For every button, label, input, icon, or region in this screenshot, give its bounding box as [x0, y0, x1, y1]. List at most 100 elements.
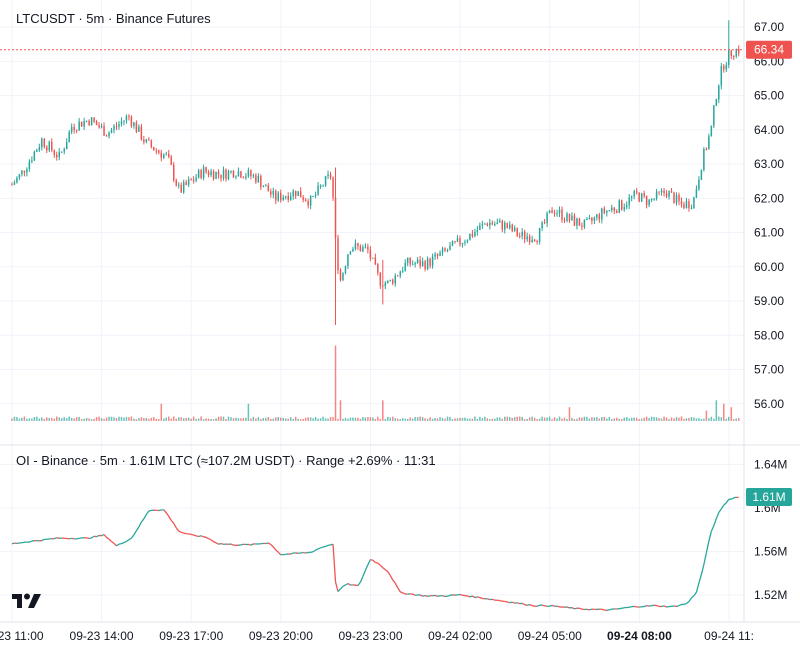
oi-y-tick-label: 1.56M [754, 544, 787, 558]
volume-bar [332, 417, 333, 421]
volume-bar [716, 400, 717, 421]
volume-bar [305, 418, 306, 421]
candle-body [651, 199, 652, 200]
oi-line-segment [438, 596, 440, 597]
candle-body [31, 160, 32, 161]
candle-body [434, 254, 435, 257]
candle-body [195, 178, 196, 181]
volume-bar [691, 417, 692, 421]
candle-body [477, 230, 478, 232]
oi-line-segment [734, 497, 736, 498]
candle-body [698, 180, 699, 189]
oi-line-segment [443, 596, 445, 597]
volume-bar [447, 417, 448, 421]
volume-bar [357, 418, 358, 421]
volume-bar [502, 419, 503, 421]
volume-bar [584, 417, 585, 421]
volume-bar [708, 418, 709, 421]
volume-bar [183, 418, 184, 421]
volume-bar [594, 417, 595, 421]
oi-line-segment [542, 605, 544, 606]
oi-line-segment [448, 595, 450, 596]
candle-body [606, 211, 607, 213]
oi-pane-title: OI - Binance · 5m · 1.61M LTC (≈107.2M U… [16, 453, 436, 468]
candle-body [230, 171, 231, 172]
price-y-tick-label: 56.00 [754, 397, 784, 411]
candle-body [380, 273, 381, 286]
oi-line-segment [144, 514, 146, 518]
volume-bar [688, 418, 689, 421]
volume-bar [616, 418, 617, 421]
candle-body [66, 142, 67, 149]
candle-body [21, 171, 22, 175]
volume-bar [148, 419, 149, 421]
oi-line-segment [365, 565, 367, 571]
oi-line-segment [348, 584, 350, 586]
volume-bar [546, 418, 547, 421]
oi-line-segment [370, 560, 372, 561]
volume-bar [412, 419, 413, 421]
oi-line-segment [649, 606, 651, 607]
candle-body [136, 123, 137, 132]
volume-bar [188, 418, 189, 421]
oi-line-segment [714, 519, 716, 526]
candle-body [44, 139, 45, 147]
oi-line-segment [345, 584, 347, 585]
volume-bar [728, 417, 729, 421]
volume-bar [395, 418, 396, 421]
x-tick-label: 09-24 08:00 [607, 629, 672, 643]
candle-body [295, 191, 296, 196]
volume-bar [586, 417, 587, 421]
volume-bar [330, 417, 331, 421]
oi-line-segment [72, 538, 74, 539]
oi-line-segment [395, 583, 397, 588]
candle-body [76, 130, 77, 131]
volume-bar [382, 400, 383, 421]
volume-bar [574, 419, 575, 421]
oi-line-segment [216, 543, 218, 544]
volume-bar [469, 419, 470, 421]
oi-line-segment [711, 526, 713, 532]
volume-bar [387, 417, 388, 421]
volume-bar [295, 417, 296, 421]
oi-line-segment [373, 560, 375, 562]
candle-body [190, 179, 191, 180]
volume-bar [141, 417, 142, 421]
candle-body [156, 150, 157, 151]
volume-bar [106, 418, 107, 421]
candle-body [133, 123, 134, 126]
volume-bar [519, 417, 520, 421]
volume-bar [606, 419, 607, 421]
candle-body [128, 116, 129, 117]
candle-body [342, 273, 343, 280]
candle-body [628, 197, 629, 205]
oi-line-segment [388, 572, 390, 576]
candle-body [708, 136, 709, 149]
candle-body [73, 127, 74, 130]
volume-bar [56, 417, 57, 421]
oi-line-segment [647, 606, 649, 607]
candle-body [499, 221, 500, 223]
volume-bar [113, 417, 114, 421]
oi-line-segment [398, 588, 400, 592]
candle-body [604, 208, 605, 212]
oi-line-segment [475, 597, 477, 598]
candle-body [574, 216, 575, 226]
oi-line-segment [318, 548, 320, 549]
volume-bar [399, 419, 400, 421]
candle-body [437, 254, 438, 256]
candle-body [390, 280, 391, 281]
volume-bar [253, 417, 254, 421]
candle-body [519, 236, 520, 237]
candle-body [623, 207, 624, 210]
volume-bar [19, 419, 20, 421]
candle-body [78, 122, 79, 131]
candle-body [713, 106, 714, 126]
volume-bar [601, 417, 602, 421]
volume-bar [240, 418, 241, 421]
candle-body [96, 121, 97, 125]
candle-body [350, 252, 351, 255]
candle-body [444, 248, 445, 250]
